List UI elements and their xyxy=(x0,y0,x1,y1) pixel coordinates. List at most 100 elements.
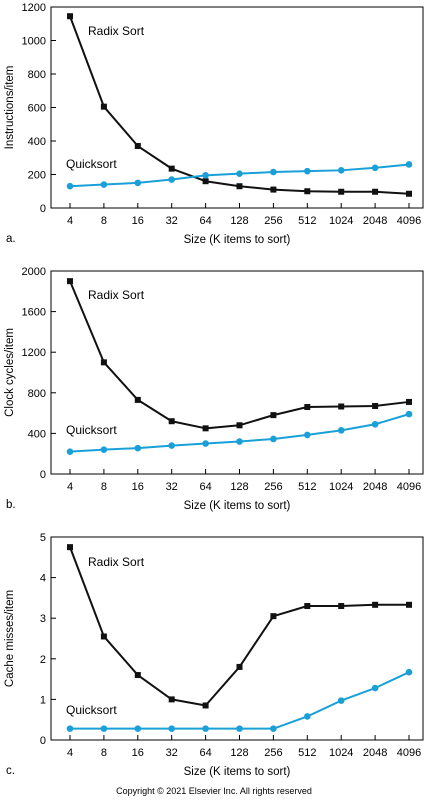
x-tick-label: 32 xyxy=(166,481,178,493)
series-label: Quicksort xyxy=(66,423,117,437)
panel-label: a. xyxy=(6,233,16,245)
series-label: Radix Sort xyxy=(88,24,145,38)
data-point xyxy=(100,103,107,110)
x-tick-label: 1024 xyxy=(329,481,353,493)
data-point xyxy=(372,188,379,195)
y-tick-label: 2 xyxy=(40,654,46,666)
data-point xyxy=(270,186,277,193)
plot-frame xyxy=(50,536,424,741)
data-point xyxy=(304,603,311,610)
data-point xyxy=(168,725,175,732)
y-tick-label: 400 xyxy=(28,136,46,148)
plot-frame xyxy=(50,270,424,475)
x-tick-label: 128 xyxy=(230,215,248,227)
data-point xyxy=(100,633,107,640)
data-point xyxy=(100,359,107,366)
x-tick-label: 1024 xyxy=(329,215,353,227)
x-tick-label: 64 xyxy=(199,747,211,759)
data-point xyxy=(100,181,108,188)
data-point xyxy=(337,427,345,434)
data-point xyxy=(134,444,142,452)
x-tick-label: 4096 xyxy=(397,215,421,227)
y-axis-label: Cache misses/item xyxy=(4,590,16,687)
data-point xyxy=(67,544,73,551)
data-point xyxy=(405,161,413,168)
y-tick-label: 2000 xyxy=(22,266,46,278)
panel-label: c. xyxy=(6,765,15,777)
y-tick-label: 1 xyxy=(40,694,46,706)
series-quicksort: Quicksort xyxy=(66,410,413,455)
x-tick-label: 1024 xyxy=(329,747,353,759)
series-label: Radix Sort xyxy=(88,288,145,302)
data-point xyxy=(202,725,209,732)
x-tick-label: 8 xyxy=(101,215,107,227)
x-tick-label: 256 xyxy=(264,481,282,493)
y-tick-label: 800 xyxy=(28,388,46,400)
data-point xyxy=(304,431,311,439)
y-tick-label: 200 xyxy=(28,170,46,182)
data-point xyxy=(100,725,108,732)
data-point xyxy=(134,725,142,732)
series-line xyxy=(70,671,410,730)
data-point xyxy=(236,183,243,190)
data-point xyxy=(270,435,277,443)
x-tick-label: 64 xyxy=(199,215,211,227)
data-point xyxy=(304,167,311,175)
x-tick-label: 512 xyxy=(298,747,316,759)
data-point xyxy=(236,725,243,732)
x-tick-label: 512 xyxy=(298,215,316,227)
data-point xyxy=(134,396,141,403)
data-point xyxy=(372,601,379,608)
y-tick-label: 0 xyxy=(40,203,46,215)
copyright-notice: Copyright © 2021 Elsevier Inc. All right… xyxy=(116,786,312,796)
x-tick-label: 256 xyxy=(264,215,282,227)
x-tick-label: 4096 xyxy=(397,481,421,493)
y-tick-label: 1600 xyxy=(22,307,46,319)
x-tick-label: 128 xyxy=(230,481,248,493)
y-axis-label: Clock cycles/item xyxy=(4,328,16,417)
data-point xyxy=(236,422,243,429)
data-point xyxy=(304,404,311,411)
data-point xyxy=(338,403,345,410)
y-tick-label: 800 xyxy=(28,69,46,81)
series-label: Radix Sort xyxy=(88,555,145,569)
y-tick-label: 3 xyxy=(40,613,46,625)
data-point xyxy=(67,13,73,20)
data-point xyxy=(168,176,175,183)
x-tick-label: 4 xyxy=(67,481,73,493)
x-axis-label: Size (K items to sort) xyxy=(184,234,291,246)
data-point xyxy=(270,412,277,419)
chart-panel-c: 0 1 2 3 4 5 4 8 16 32 64 128 256 512 1024 2048 4096 Size … xyxy=(4,532,424,778)
data-point xyxy=(405,668,413,676)
x-tick-label: 32 xyxy=(166,747,178,759)
data-point xyxy=(134,672,141,679)
data-point xyxy=(371,420,379,428)
data-point xyxy=(304,188,311,195)
panel-label: b. xyxy=(6,499,16,511)
data-point xyxy=(270,613,277,620)
x-tick-label: 8 xyxy=(101,481,107,493)
data-point xyxy=(270,725,277,732)
x-tick-label: 4 xyxy=(67,215,73,227)
y-tick-label: 5 xyxy=(40,532,46,544)
data-point xyxy=(236,438,243,445)
data-point xyxy=(66,725,74,732)
data-point xyxy=(406,190,412,197)
y-tick-label: 0 xyxy=(40,735,46,747)
data-point xyxy=(66,182,74,190)
y-tick-label: 1200 xyxy=(22,2,46,14)
series-line xyxy=(69,280,410,430)
data-point xyxy=(134,179,142,187)
series-radix-sort: Radix Sort xyxy=(67,278,412,432)
data-point xyxy=(405,410,413,418)
data-point xyxy=(337,167,345,174)
data-point xyxy=(338,188,345,195)
x-tick-label: 2048 xyxy=(363,481,387,493)
data-point xyxy=(202,440,209,447)
data-point xyxy=(134,143,141,150)
series-quicksort: Quicksort xyxy=(66,668,413,732)
x-axis-label: Size (K items to sort) xyxy=(184,500,291,512)
data-point xyxy=(304,713,311,720)
data-point xyxy=(236,663,243,670)
